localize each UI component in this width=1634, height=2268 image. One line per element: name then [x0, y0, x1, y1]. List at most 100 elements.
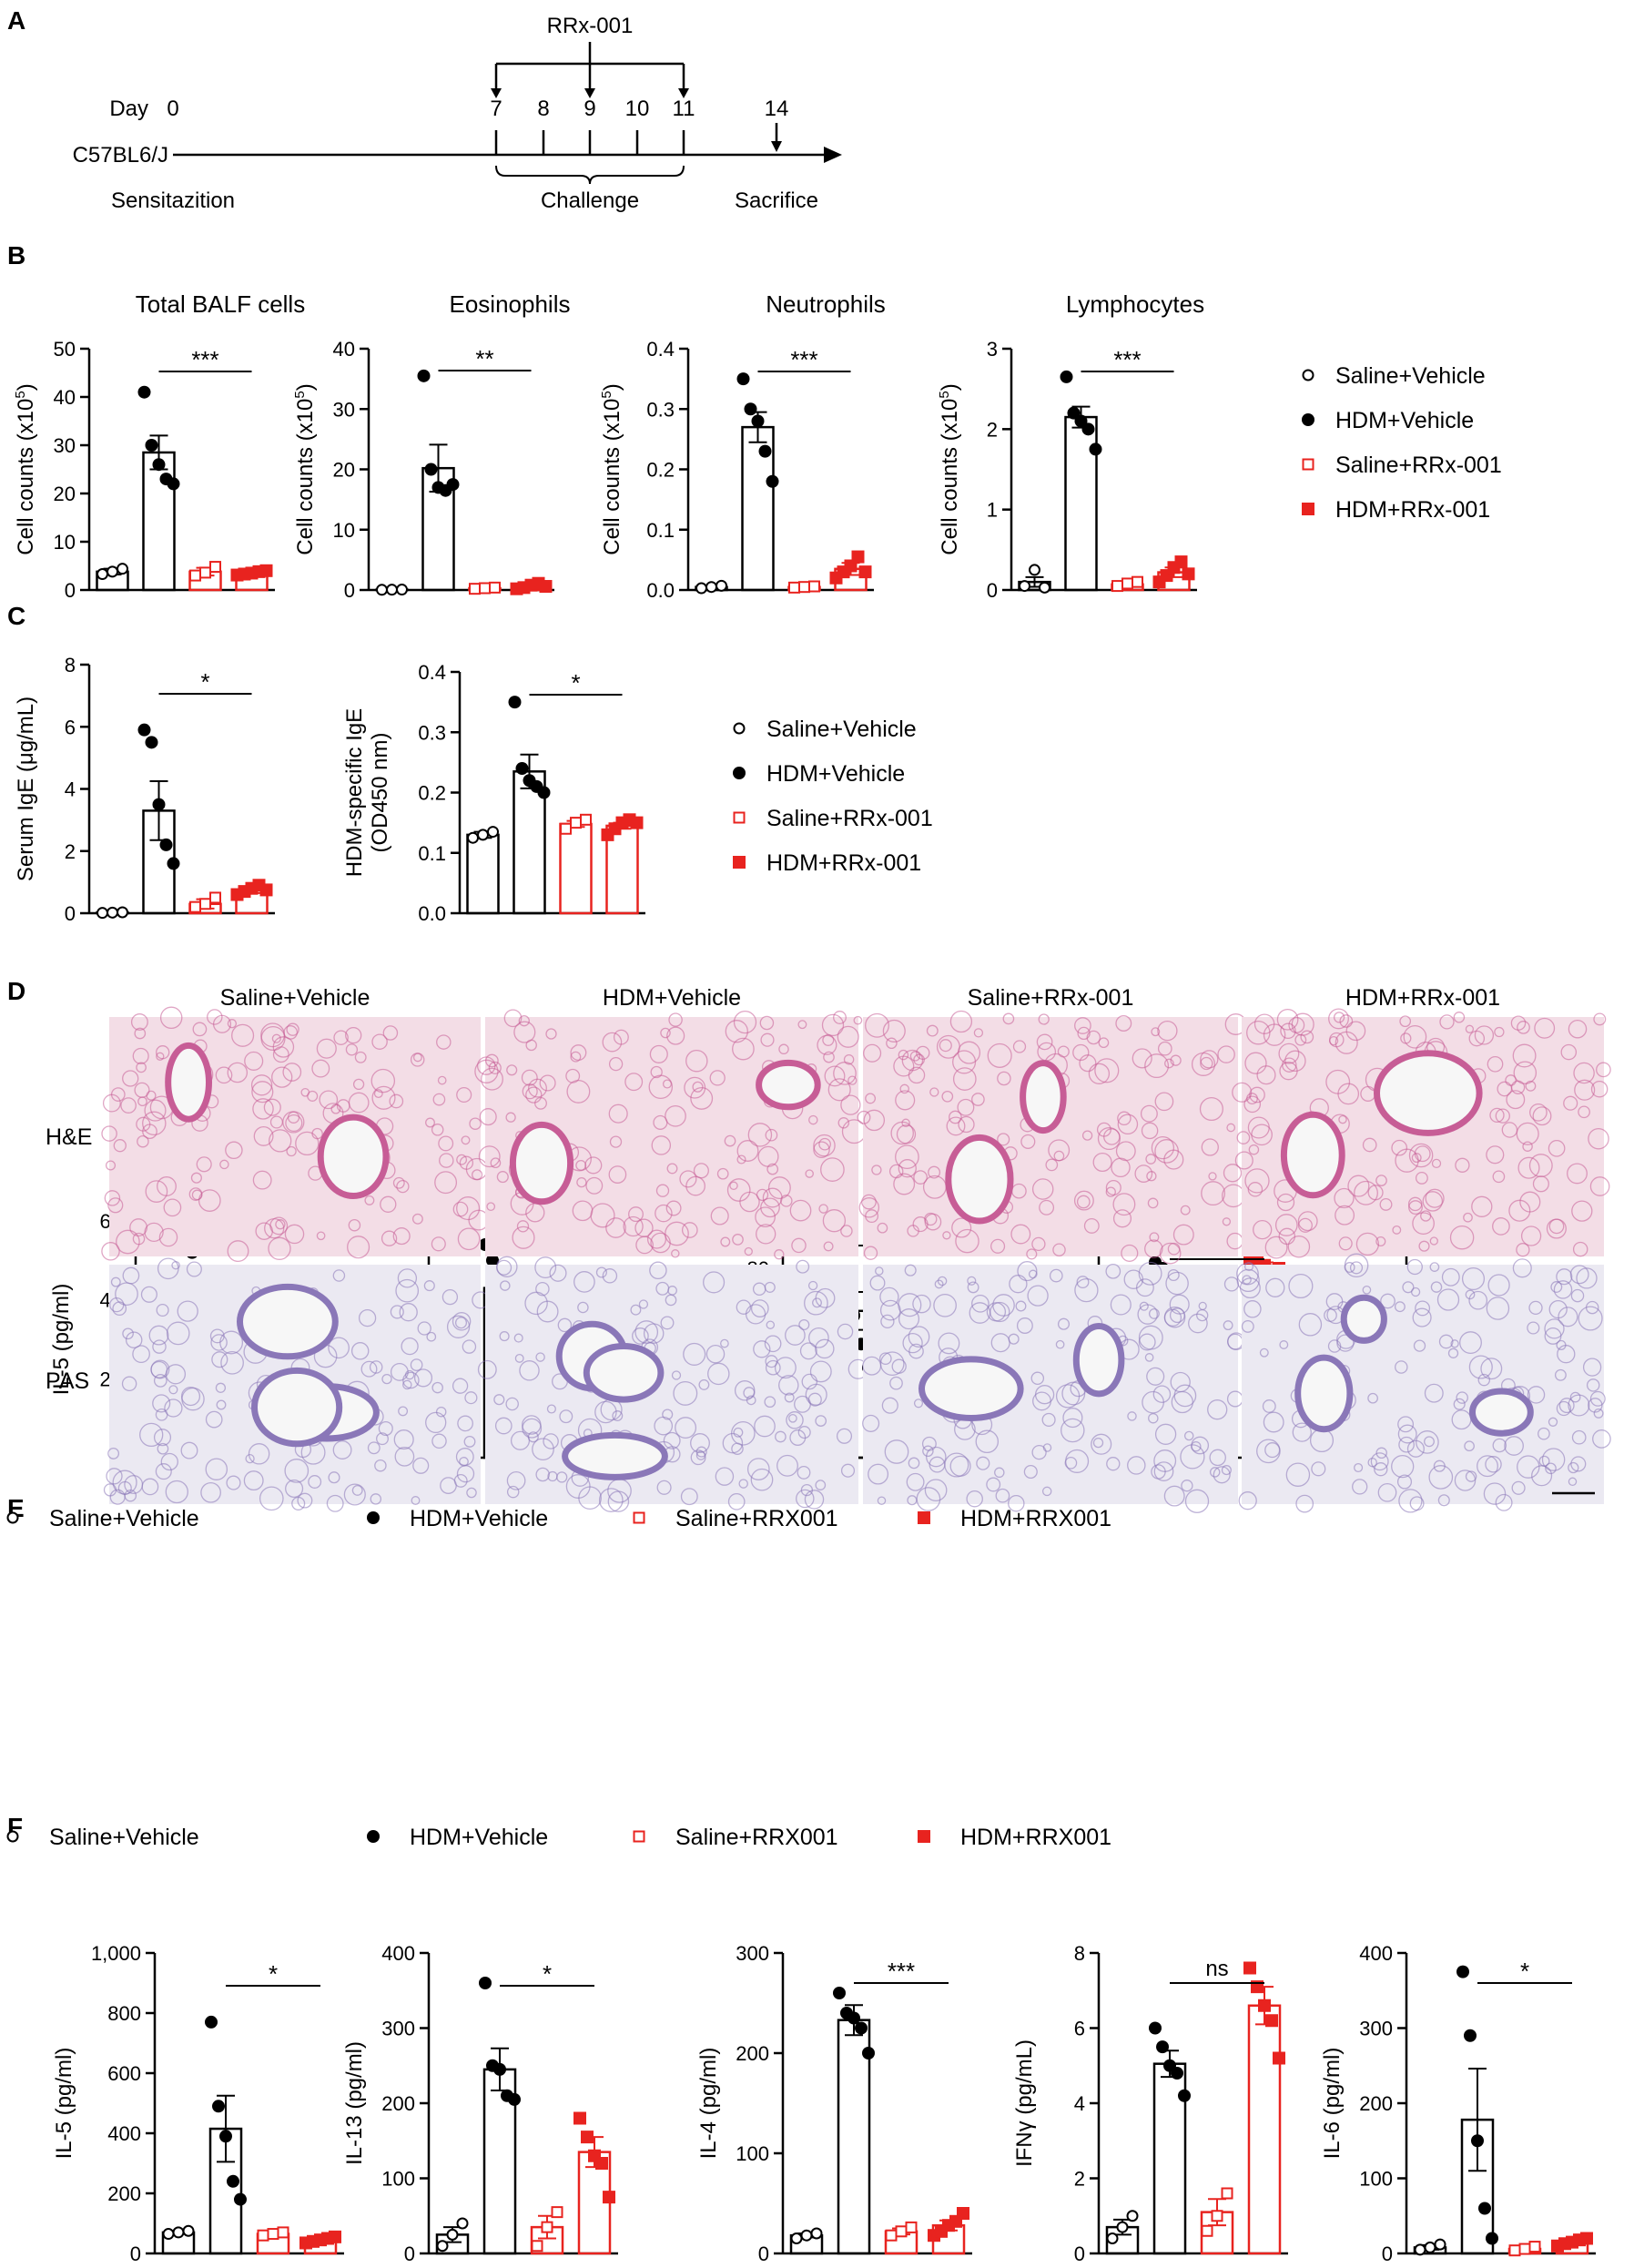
alveolus	[882, 1019, 906, 1042]
alveolus	[939, 1039, 952, 1053]
data-point-14-1-4	[1178, 2089, 1191, 2102]
alveolus	[1329, 1032, 1345, 1048]
alveolus	[762, 1187, 783, 1208]
data-point-4-2-1	[199, 898, 211, 910]
alveolus	[165, 1364, 187, 1385]
y-tick-label-4-4: 8	[65, 654, 76, 676]
alveolus	[1262, 1399, 1276, 1413]
alveolus	[605, 1217, 626, 1238]
alveolus	[912, 1294, 931, 1314]
alveolus	[394, 1446, 415, 1467]
data-point-3-1-0	[1060, 370, 1073, 383]
data-point-12-2-0	[531, 2240, 543, 2253]
alveolus	[794, 1395, 811, 1413]
alveolus	[1438, 1334, 1454, 1349]
alveolus	[122, 1266, 140, 1285]
alveolus	[1576, 1267, 1598, 1289]
alveolus	[215, 1382, 227, 1393]
alveolus	[613, 1029, 629, 1045]
alveolus	[898, 1159, 917, 1178]
alveolus	[1295, 1494, 1314, 1513]
alveolus	[888, 1164, 904, 1179]
data-point-0-0-0	[96, 568, 108, 581]
alveolus	[478, 1145, 501, 1168]
data-point-2-0-2	[716, 579, 727, 592]
alveolus	[765, 1128, 778, 1142]
y-tick-label-3-0: 0	[987, 579, 998, 602]
timeline-day-label: Day	[109, 97, 148, 121]
alveolus	[1588, 1127, 1609, 1150]
alveolus	[1076, 1276, 1090, 1289]
alveolus	[1180, 1444, 1205, 1470]
legend-b-marker-0	[1302, 369, 1314, 381]
alveolus	[1531, 1465, 1553, 1487]
alveolus	[1172, 1224, 1194, 1246]
alveolus	[1074, 1017, 1091, 1034]
alveolus	[1468, 1290, 1488, 1310]
alveolus	[1527, 1321, 1540, 1335]
alveolus	[865, 1209, 879, 1224]
alveolus	[1083, 1217, 1100, 1234]
legend-b-marker-3	[1302, 503, 1314, 515]
alveolus	[1495, 1108, 1510, 1124]
alveolus	[1157, 1020, 1178, 1042]
alveolus	[164, 1398, 183, 1418]
alveolus	[824, 1065, 846, 1087]
alveolus	[906, 1472, 925, 1491]
alveolus	[630, 1304, 642, 1316]
alveolus	[140, 1286, 157, 1303]
alveolus	[1510, 1015, 1527, 1031]
alveolus	[705, 1344, 726, 1364]
alveolus	[198, 1189, 221, 1212]
alveolus	[901, 1049, 924, 1072]
alveolus	[635, 1236, 654, 1255]
y-tick-label-15-4: 400	[1359, 1942, 1393, 1965]
alveolus	[546, 1404, 556, 1414]
alveolus	[159, 1006, 183, 1030]
alveolus	[1247, 1182, 1264, 1197]
alveolus	[780, 1195, 793, 1207]
alveolus	[785, 1325, 806, 1346]
legend-f-label-0: Saline+Vehicle	[49, 1825, 199, 1850]
alveolus	[837, 1323, 854, 1340]
alveolus	[967, 1276, 977, 1286]
alveolus	[1097, 1126, 1121, 1151]
alveolus	[316, 1231, 326, 1241]
alveolus	[268, 1236, 291, 1260]
alveolus	[513, 1333, 523, 1343]
alveolus	[1592, 1429, 1611, 1449]
data-point-2-2-2	[808, 580, 820, 593]
histology-image-pas-0	[103, 1257, 490, 1512]
alveolus	[759, 1015, 775, 1031]
alveolus	[966, 1490, 983, 1508]
alveolus	[1471, 1195, 1493, 1217]
alveolus	[1064, 1456, 1078, 1470]
alveolus	[624, 1073, 644, 1092]
alveolus	[269, 1129, 292, 1153]
data-point-4-0-2	[117, 906, 128, 919]
alveolus	[1569, 1265, 1589, 1285]
alveolus	[840, 1094, 861, 1115]
alveolus	[534, 1256, 557, 1279]
alveolus	[1094, 1058, 1120, 1083]
data-point-13-2-2	[905, 2221, 918, 2233]
significance-label-11: *	[269, 1960, 278, 1988]
alveolus	[525, 1086, 543, 1103]
alveolus	[490, 1157, 502, 1169]
alveolus	[165, 1480, 188, 1504]
data-point-0-2-2	[209, 561, 221, 574]
airway	[1280, 1111, 1345, 1199]
alveolus	[1588, 1398, 1603, 1413]
alveolus	[1148, 1307, 1160, 1319]
alveolus	[609, 1135, 623, 1148]
data-point-2-1-2	[751, 414, 765, 428]
airway	[1294, 1354, 1354, 1433]
alveolus	[1127, 1411, 1137, 1421]
alveolus	[437, 1075, 447, 1085]
alveolus	[410, 1053, 425, 1067]
alveolus	[585, 1176, 604, 1195]
legend-e-marker-1	[367, 1511, 380, 1524]
alveolus	[263, 1098, 281, 1116]
data-point-3-2-0	[1111, 580, 1123, 593]
alveolus	[576, 1176, 587, 1188]
